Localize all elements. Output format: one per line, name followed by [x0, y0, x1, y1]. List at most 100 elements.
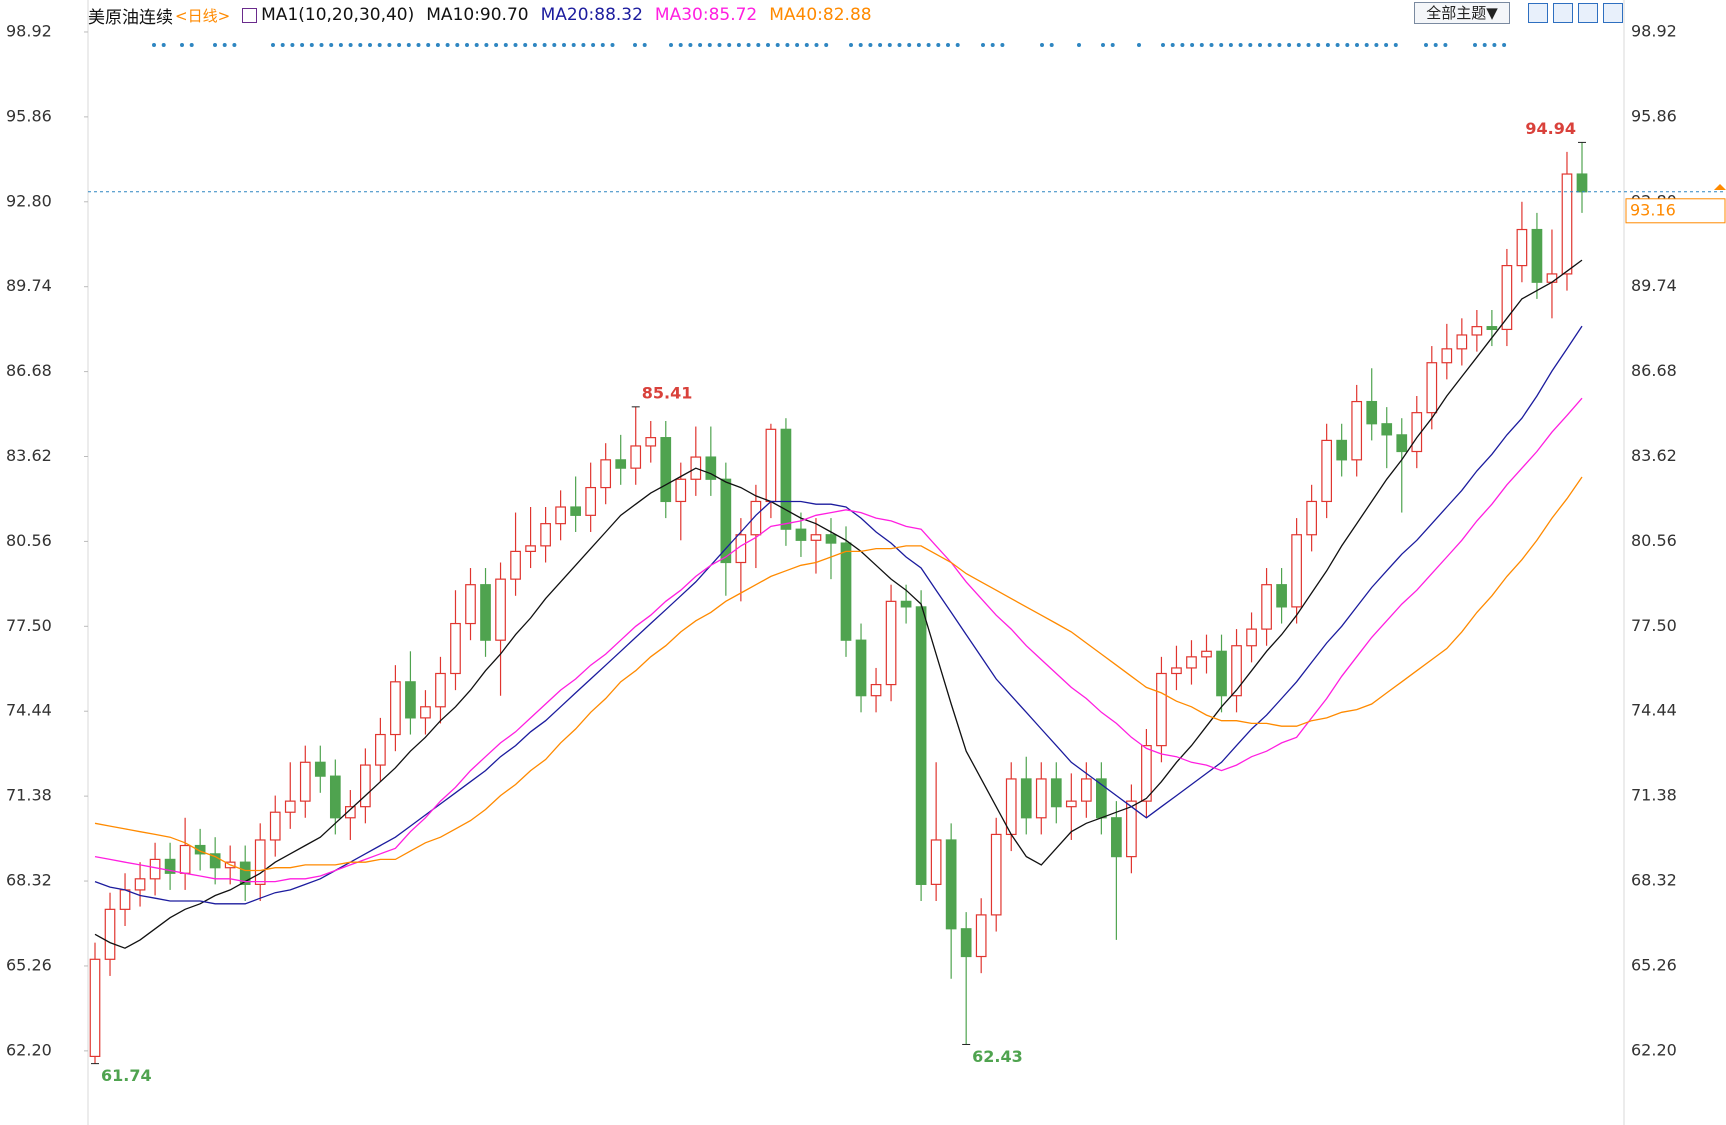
candle-body [1546, 273, 1558, 283]
candle-body [149, 858, 161, 880]
y-tick-label-right: 83.62 [1631, 446, 1677, 465]
candle-body [645, 437, 657, 447]
candle-body [420, 706, 431, 719]
y-tick-label-right: 86.68 [1631, 361, 1677, 380]
candle-body [1561, 173, 1573, 275]
price-marker-arrow [1714, 184, 1726, 190]
candle-body [1156, 672, 1167, 747]
candle-body [1216, 650, 1227, 697]
y-tick-label-right: 71.38 [1631, 786, 1677, 805]
candle-body [1276, 584, 1287, 608]
candle-body [329, 775, 341, 819]
candle-body [1396, 434, 1408, 453]
indicator-icon [242, 7, 258, 23]
candle-body [1171, 667, 1182, 675]
candle-body [299, 761, 311, 802]
candle-body [675, 478, 687, 503]
y-tick-label-right: 98.92 [1631, 21, 1677, 40]
candle-body [269, 811, 281, 841]
high-label: 94.94 [1525, 119, 1576, 138]
candle-body [810, 534, 822, 541]
chart-header: 美原油连续 <日线> MA1(10,20,30,40) MA10:90.70 M… [88, 2, 884, 28]
y-tick-label: 68.32 [6, 871, 52, 890]
candle-body [1351, 400, 1363, 461]
candle-body [1576, 173, 1588, 193]
candle-body [1020, 778, 1032, 819]
candle-body [1411, 412, 1423, 453]
candle-body [1201, 650, 1212, 658]
candle-body [765, 428, 777, 503]
candle-body [720, 478, 732, 564]
y-tick-label: 92.80 [6, 191, 52, 210]
candle-body [960, 928, 972, 958]
candle-body [1366, 400, 1378, 425]
candle-body [990, 833, 1002, 916]
candle-body [1050, 778, 1062, 808]
candle-body [1111, 817, 1122, 858]
last-price-label: 93.16 [1630, 200, 1676, 219]
candle-body [525, 545, 536, 553]
candle-body [390, 681, 401, 736]
candle-body [1291, 534, 1302, 608]
toolbar-icon[interactable] [1553, 3, 1573, 23]
candle-body [840, 542, 852, 641]
candle-body [870, 683, 882, 697]
legend-entry: MA10:90.70 [426, 5, 529, 25]
candle-body [975, 914, 987, 958]
toolbar-icon[interactable] [1578, 3, 1598, 23]
candle-body [480, 584, 491, 641]
candle-body [179, 844, 191, 874]
y-tick-label-right: 65.26 [1631, 955, 1677, 974]
candle-body [1336, 439, 1348, 461]
candle-body [239, 861, 251, 885]
theme-button[interactable]: 全部主题▼ [1414, 2, 1510, 24]
candle-body [1261, 584, 1272, 630]
candle-body [1501, 265, 1513, 331]
toolbar-icon[interactable] [1603, 3, 1623, 23]
candle-body [510, 550, 521, 580]
candle-body [825, 534, 837, 544]
y-tick-label-right: 95.86 [1631, 106, 1677, 125]
candle-body [1080, 778, 1092, 802]
candle-body [780, 428, 792, 530]
legend-entry: MA40:82.88 [769, 5, 872, 25]
ma-line [94, 325, 1583, 905]
candle-body [1126, 800, 1137, 858]
y-tick-label: 83.62 [6, 446, 52, 465]
toolbar-icon[interactable] [1528, 3, 1548, 23]
candle-body [1486, 326, 1498, 331]
legend-entry: MA20:88.32 [540, 5, 643, 25]
candle-body [705, 456, 717, 480]
candle-body [1141, 745, 1152, 802]
ma-line [94, 259, 1583, 949]
candle-body [1005, 778, 1017, 836]
candle-body [465, 584, 476, 625]
ma-line [94, 397, 1583, 883]
candle-body [585, 486, 597, 516]
y-tick-label-right: 89.74 [1631, 276, 1677, 295]
candle-body [405, 681, 416, 719]
candle-body [344, 806, 356, 819]
candle-body [555, 506, 566, 525]
candle-body [750, 500, 762, 536]
candle-body [314, 761, 326, 777]
high-label: 85.41 [642, 383, 693, 402]
candle-body [1186, 656, 1197, 669]
y-tick-label: 74.44 [6, 701, 52, 720]
y-tick-label: 80.56 [6, 531, 52, 550]
candle-body [1231, 645, 1242, 697]
y-tick-label-right: 62.20 [1631, 1040, 1677, 1059]
candle-body [885, 600, 897, 686]
candle-body [915, 606, 927, 885]
candle-body [1426, 362, 1438, 414]
candle-body [795, 528, 807, 541]
indicator-label: MA1(10,20,30,40) [261, 5, 415, 25]
candle-body [119, 889, 131, 910]
candle-body [1035, 778, 1047, 819]
candle-body [540, 523, 551, 547]
low-label: 62.43 [972, 1047, 1023, 1066]
candle-body [660, 437, 672, 503]
chart-subtitle: <日线> [175, 6, 231, 25]
candle-body [89, 958, 101, 1058]
